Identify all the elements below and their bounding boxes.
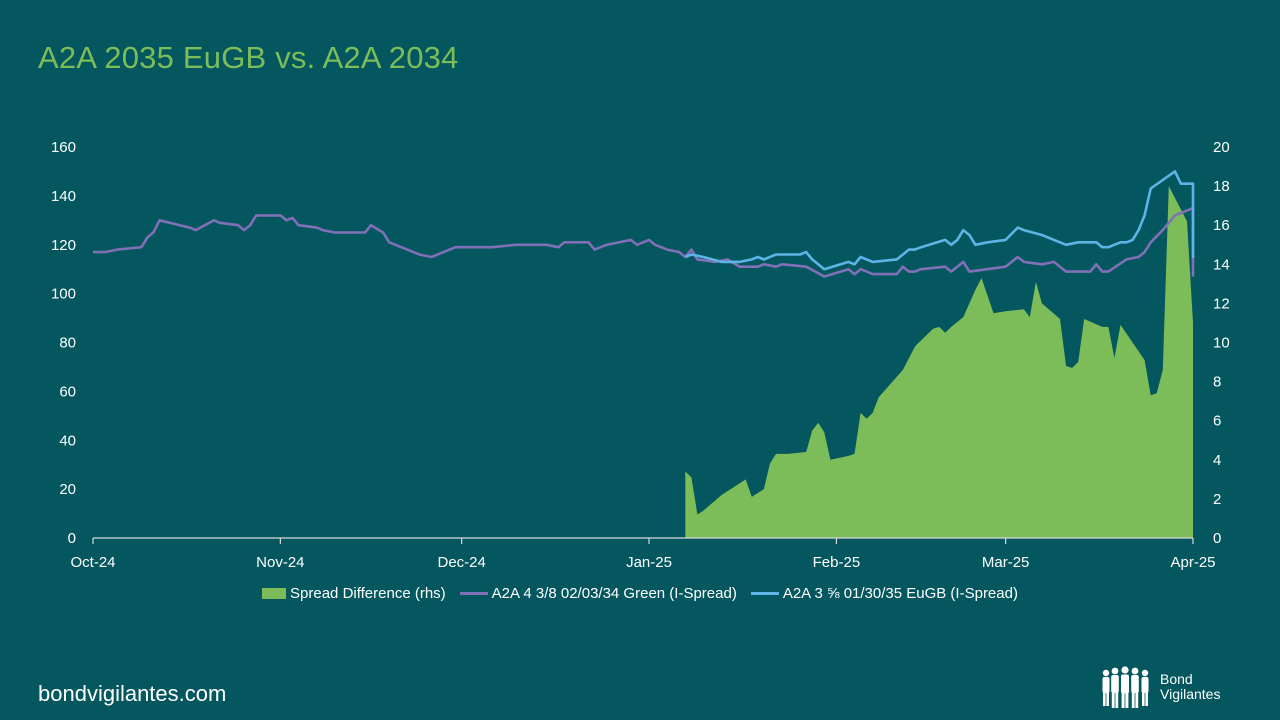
axes-layer: Oct-24 Nov-24 Dec-24 Jan-25 Feb-25 Mar-25 Apr-… — [51, 139, 1230, 571]
legend-item-green-2034: A2A 4 3/8 02/03/34 Green (I-Spread) — [459, 585, 737, 602]
y-right-tick-label: 8 — [1213, 374, 1221, 391]
people-silhouette-icon — [1102, 666, 1149, 708]
x-tick-label: Dec-24 — [438, 554, 486, 571]
logo-line-vigilantes: Vigilantes — [1160, 686, 1221, 702]
y-right-tick-label: 4 — [1213, 452, 1221, 469]
legend-item-spread-difference: Spread Difference (rhs) — [262, 585, 446, 602]
y-left-tick-label: 140 — [51, 188, 76, 205]
y-left-tick-label: 20 — [59, 481, 76, 498]
x-tick-label: Nov-24 — [256, 554, 304, 571]
area-layer — [685, 186, 1193, 538]
logo-line-bond: Bond — [1160, 671, 1193, 687]
legend-label-green-2034: A2A 4 3/8 02/03/34 Green (I-Spread) — [491, 585, 737, 602]
line-layer — [93, 170, 1195, 278]
y-right-tick-label: 18 — [1213, 178, 1230, 195]
y-right-tick-label: 6 — [1213, 413, 1221, 430]
bond-vigilantes-logo: Bond Vigilantes — [1100, 664, 1250, 710]
y-left-tick-label: 80 — [59, 335, 76, 352]
legend-label-eugb-2035: A2A 3 ⅝ 01/30/35 EuGB (I-Spread) — [782, 585, 1018, 602]
y-right-tick-label: 20 — [1213, 139, 1230, 156]
y-right-tick-label: 14 — [1213, 256, 1230, 273]
chart-title: A2A 2035 EuGB vs. A2A 2034 — [38, 40, 459, 75]
y-right-tick-label: 10 — [1213, 335, 1230, 352]
legend-label-spread-difference: Spread Difference (rhs) — [290, 585, 446, 602]
x-tick-label: Feb-25 — [813, 554, 861, 571]
eugb-2035-line — [684, 170, 1195, 271]
y-left-tick-label: 40 — [59, 432, 76, 449]
x-tick-label: Apr-25 — [1170, 554, 1215, 571]
y-left-tick-label: 0 — [68, 530, 76, 547]
x-tick-label: Mar-25 — [982, 554, 1030, 571]
legend-item-eugb-2035: A2A 3 ⅝ 01/30/35 EuGB (I-Spread) — [750, 585, 1018, 602]
y-left-tick-label: 160 — [51, 139, 76, 156]
y-right-tick-label: 2 — [1213, 491, 1221, 508]
green-2034-line — [93, 206, 1195, 278]
y-left-tick-label: 120 — [51, 237, 76, 254]
y-right-tick-label: 16 — [1213, 217, 1230, 234]
legend-swatch-area — [262, 588, 287, 599]
y-right-tick-label: 0 — [1213, 530, 1221, 547]
legend-swatch-eugb-line — [750, 592, 779, 595]
legend-swatch-green-line — [459, 592, 488, 595]
spread-difference-area — [685, 186, 1193, 538]
chart-legend: Spread Difference (rhs) A2A 4 3/8 02/03/… — [0, 585, 1280, 602]
x-tick-label: Jan-25 — [626, 554, 672, 571]
y-left-tick-label: 100 — [51, 286, 76, 303]
x-tick-label: Oct-24 — [70, 554, 115, 571]
website-link[interactable]: bondvigilantes.com — [38, 681, 227, 706]
y-left-tick-label: 60 — [59, 383, 76, 400]
logo-wordmark: Bond Vigilantes — [1160, 672, 1220, 702]
y-right-tick-label: 12 — [1213, 295, 1230, 312]
